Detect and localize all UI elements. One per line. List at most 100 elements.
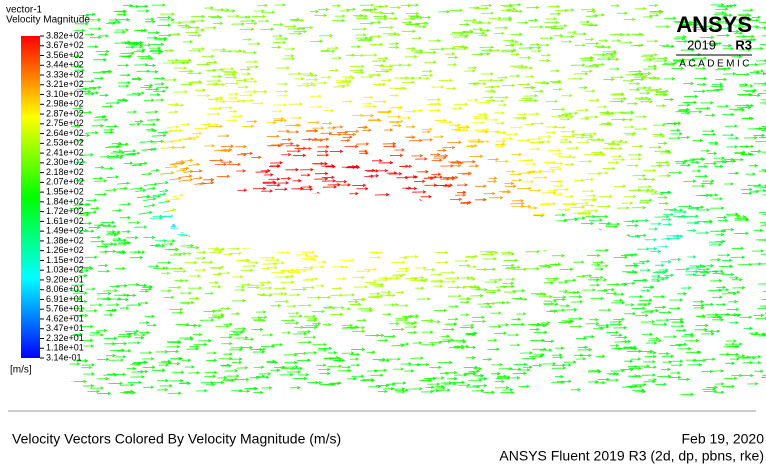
vector-arrows — [205, 14, 651, 294]
vector-arrows — [517, 158, 537, 166]
vector-arrows — [204, 3, 668, 299]
vector-arrows — [380, 110, 550, 206]
colorbar-label: 4.62e+01 — [46, 313, 84, 323]
vector-arrows — [662, 222, 672, 227]
vector-arrows — [637, 247, 650, 251]
vector-arrows — [648, 227, 659, 231]
vector-arrows — [76, 85, 766, 381]
vector-arrows — [102, 17, 756, 377]
vector-arrows — [678, 204, 693, 208]
vector-arrows — [240, 151, 254, 156]
vector-arrows — [388, 172, 428, 206]
vector-arrows — [285, 143, 300, 148]
colorbar-label: 1.84e+02 — [46, 196, 84, 206]
vector-arrows — [234, 241, 613, 355]
vector-arrows — [476, 100, 531, 143]
vector-arrows — [178, 69, 608, 109]
vector-arrows — [192, 4, 652, 116]
vector-arrows — [598, 208, 710, 283]
vector-arrows — [187, 62, 667, 289]
vector-arrows — [195, 18, 648, 307]
vector-arrows — [687, 206, 700, 211]
vector-arrows — [86, 12, 766, 389]
vector-arrows — [685, 228, 700, 274]
colorbar-label: 1.38e+02 — [46, 235, 84, 245]
vector-arrows — [483, 191, 496, 196]
vector-arrows — [250, 3, 668, 320]
vector-arrows — [717, 218, 729, 223]
vector-arrows — [173, 251, 593, 278]
vector-arrows — [176, 144, 216, 172]
vector-arrows — [83, 3, 735, 387]
vector-arrows — [390, 260, 406, 265]
vector-arrows — [652, 270, 667, 274]
colorbar-label: 3.56e+02 — [46, 50, 84, 60]
vector-arrows — [79, 3, 755, 390]
vector-arrows — [181, 25, 656, 256]
vector-arrows — [680, 286, 692, 290]
vector-arrows — [187, 34, 655, 297]
logo-year: 2019 — [687, 37, 716, 52]
vector-arrows — [359, 151, 369, 155]
vector-arrows — [467, 138, 482, 142]
vector-arrows — [661, 215, 688, 222]
vector-arrows — [548, 167, 563, 171]
vector-arrows — [673, 234, 684, 238]
vector-arrows — [524, 158, 558, 193]
vector-arrows — [273, 118, 532, 209]
colorbar-label: 2.53e+02 — [46, 138, 84, 148]
vector-arrows — [306, 128, 447, 153]
vector-arrows — [528, 206, 538, 210]
vector-arrows — [336, 130, 349, 135]
vector-arrows — [386, 113, 571, 298]
vector-arrows — [235, 39, 625, 308]
vector-arrows — [576, 211, 589, 216]
vector-arrows — [253, 253, 618, 371]
vector-arrows — [209, 76, 617, 290]
vector-arrows — [285, 123, 523, 182]
vector-arrows — [182, 13, 668, 322]
vector-arrows — [457, 171, 473, 175]
colorbar-label: 2.41e+02 — [46, 147, 84, 157]
vector-arrows — [307, 120, 320, 125]
vector-arrows — [434, 183, 449, 188]
vector-arrows — [78, 23, 766, 382]
vector-arrows — [317, 260, 327, 264]
vector-arrows — [487, 179, 498, 183]
vector-arrows — [160, 14, 668, 314]
vector-arrows — [103, 25, 766, 395]
vector-arrows — [85, 12, 766, 369]
vector-arrows — [413, 176, 435, 183]
vector-arrows — [275, 89, 599, 157]
vector-arrows — [255, 170, 269, 174]
vector-arrows — [274, 3, 624, 282]
vector-arrows — [496, 139, 507, 143]
vector-arrows — [171, 21, 646, 261]
vector-arrows — [211, 253, 565, 342]
vector-arrows — [286, 130, 300, 134]
vector-arrows — [235, 50, 603, 308]
vector-arrows — [430, 152, 441, 157]
vector-arrows — [184, 3, 658, 297]
vector-arrows — [160, 3, 659, 116]
vector-arrows — [179, 5, 653, 295]
colorbar-label: 3.14e-01 — [46, 352, 82, 362]
vector-arrows — [240, 98, 402, 281]
vector-arrows — [298, 72, 613, 199]
vector-arrows — [138, 210, 646, 282]
vector-arrows — [424, 183, 438, 187]
vector-arrows — [235, 144, 479, 168]
vector-arrows — [196, 219, 669, 274]
vector-arrows — [674, 210, 687, 214]
vector-arrows — [209, 158, 233, 178]
colorbar-label: 3.33e+02 — [46, 69, 84, 79]
vector-arrows — [445, 175, 459, 180]
vector-arrows — [440, 164, 454, 168]
vector-arrows — [91, 13, 623, 391]
vector-arrows — [392, 123, 524, 203]
vector-arrows — [358, 144, 397, 153]
vector-arrows — [639, 268, 651, 272]
vector-arrows — [223, 4, 620, 103]
vector-arrows — [223, 295, 567, 326]
colorbar-label: 3.21e+02 — [46, 79, 84, 89]
